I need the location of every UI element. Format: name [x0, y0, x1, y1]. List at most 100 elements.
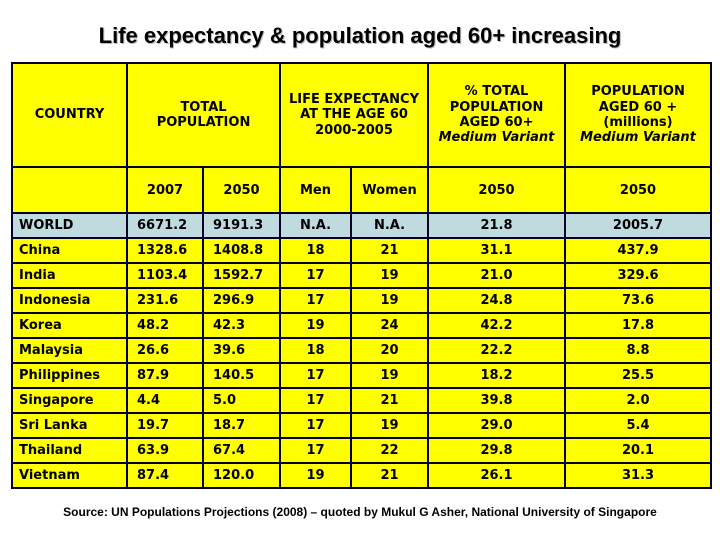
header-row-groups: COUNTRY TOTAL POPULATION LIFE EXPECTANCY…	[11, 62, 713, 168]
header-pct-total-population-label: % TOTAL POPULATION AGED 60+	[449, 84, 544, 130]
cell-pct-aged-60-2050: 29.0	[427, 412, 567, 439]
cell-population-aged-60-2050: 2.0	[564, 387, 713, 414]
data-table: COUNTRY TOTAL POPULATION LIFE EXPECTANCY…	[11, 62, 713, 489]
header-pct-total-population-variant: Medium Variant	[438, 130, 555, 146]
cell-population-aged-60-2050: 2005.7	[564, 212, 713, 239]
table-row: Sri Lanka 19.7 18.7 17 19 29.0 5.4	[11, 412, 713, 439]
table-row: Korea 48.2 42.3 19 24 42.2 17.8	[11, 312, 713, 339]
table-row: China 1328.6 1408.8 18 21 31.1 437.9	[11, 237, 713, 264]
cell-country: Singapore	[11, 387, 128, 414]
cell-pct-aged-60-2050: 29.8	[427, 437, 567, 464]
header-sub-women: Women	[350, 166, 430, 214]
cell-total-population-2050: 296.9	[201, 287, 282, 314]
cell-total-population-2050: 140.5	[201, 362, 282, 389]
cell-total-population-2050: 67.4	[201, 437, 282, 464]
cell-total-population-2050: 5.0	[201, 387, 282, 414]
table-row: Malaysia 26.6 39.6 18 20 22.2 8.8	[11, 337, 713, 364]
cell-life-expectancy-men: 17	[279, 262, 353, 289]
table-row: Philippines 87.9 140.5 17 19 18.2 25.5	[11, 362, 713, 389]
cell-population-aged-60-2050: 437.9	[564, 237, 713, 264]
cell-life-expectancy-women: 19	[350, 362, 430, 389]
cell-total-population-2007: 6671.2	[126, 212, 204, 239]
cell-country: Korea	[11, 312, 128, 339]
cell-total-population-2007: 231.6	[126, 287, 204, 314]
cell-life-expectancy-men: N.A.	[279, 212, 353, 239]
header-sub-2050-total: 2050	[201, 166, 282, 214]
table-row: Singapore 4.4 5.0 17 21 39.8 2.0	[11, 387, 713, 414]
cell-pct-aged-60-2050: 21.8	[427, 212, 567, 239]
header-sub-2050-pop: 2050	[564, 166, 713, 214]
cell-population-aged-60-2050: 329.6	[564, 262, 713, 289]
cell-total-population-2050: 9191.3	[201, 212, 282, 239]
cell-total-population-2007: 1328.6	[126, 237, 204, 264]
cell-country: WORLD	[11, 212, 128, 239]
header-country: COUNTRY	[11, 62, 128, 168]
cell-total-population-2007: 4.4	[126, 387, 204, 414]
slide-title: Life expectancy & population aged 60+ in…	[98, 23, 622, 48]
cell-country: Sri Lanka	[11, 412, 128, 439]
cell-life-expectancy-women: 19	[350, 412, 430, 439]
cell-population-aged-60-2050: 73.6	[564, 287, 713, 314]
table-header: COUNTRY TOTAL POPULATION LIFE EXPECTANCY…	[11, 62, 713, 214]
cell-life-expectancy-men: 17	[279, 387, 353, 414]
cell-life-expectancy-women: 24	[350, 312, 430, 339]
header-pct-total-population: % TOTAL POPULATION AGED 60+ Medium Varia…	[427, 62, 567, 168]
cell-total-population-2007: 48.2	[126, 312, 204, 339]
header-total-population: TOTAL POPULATION	[125, 62, 282, 168]
header-population-aged-60-variant: Medium Variant	[580, 130, 696, 146]
cell-life-expectancy-men: 17	[279, 287, 353, 314]
table-row: Thailand 63.9 67.4 17 22 29.8 20.1	[11, 437, 713, 464]
cell-total-population-2007: 1103.4	[126, 262, 204, 289]
cell-life-expectancy-men: 18	[279, 237, 353, 264]
cell-total-population-2007: 87.4	[126, 462, 204, 489]
source-note: Source: UN Populations Projections (2008…	[63, 505, 657, 519]
cell-population-aged-60-2050: 20.1	[564, 437, 713, 464]
cell-life-expectancy-women: 22	[350, 437, 430, 464]
cell-life-expectancy-men: 17	[279, 437, 353, 464]
table-row: Vietnam 87.4 120.0 19 21 26.1 31.3	[11, 462, 713, 489]
cell-total-population-2050: 39.6	[201, 337, 282, 364]
cell-total-population-2050: 42.3	[201, 312, 282, 339]
cell-country: India	[11, 262, 128, 289]
header-sub-2050-pct: 2050	[427, 166, 567, 214]
cell-life-expectancy-women: N.A.	[350, 212, 430, 239]
cell-life-expectancy-women: 19	[350, 287, 430, 314]
header-row-sub: 2007 2050 Men Women 2050 2050	[11, 166, 713, 214]
cell-population-aged-60-2050: 31.3	[564, 462, 713, 489]
cell-pct-aged-60-2050: 31.1	[427, 237, 567, 264]
header-life-expectancy: LIFE EXPECTANCY AT THE AGE 60 2000-2005	[279, 62, 430, 168]
cell-life-expectancy-men: 18	[279, 337, 353, 364]
cell-country: China	[11, 237, 128, 264]
cell-pct-aged-60-2050: 21.0	[427, 262, 567, 289]
cell-pct-aged-60-2050: 18.2	[427, 362, 567, 389]
cell-pct-aged-60-2050: 39.8	[427, 387, 567, 414]
table-row: WORLD 6671.2 9191.3 N.A. N.A. 21.8 2005.7	[11, 212, 713, 239]
cell-country: Thailand	[11, 437, 128, 464]
cell-total-population-2050: 1408.8	[201, 237, 282, 264]
cell-pct-aged-60-2050: 26.1	[427, 462, 567, 489]
cell-life-expectancy-women: 19	[350, 262, 430, 289]
header-sub-blank	[11, 166, 128, 214]
cell-pct-aged-60-2050: 42.2	[427, 312, 567, 339]
header-sub-2007: 2007	[126, 166, 204, 214]
cell-total-population-2050: 18.7	[201, 412, 282, 439]
cell-country: Indonesia	[11, 287, 128, 314]
table-body: WORLD 6671.2 9191.3 N.A. N.A. 21.8 2005.7 China…	[11, 212, 713, 489]
cell-total-population-2007: 87.9	[126, 362, 204, 389]
header-population-aged-60-unit: (millions)	[603, 115, 673, 130]
header-sub-men: Men	[279, 166, 353, 214]
cell-life-expectancy-women: 20	[350, 337, 430, 364]
header-population-aged-60-label: POPULATION AGED 60 +	[591, 84, 685, 115]
cell-country: Philippines	[11, 362, 128, 389]
cell-total-population-2007: 26.6	[126, 337, 204, 364]
cell-country: Malaysia	[11, 337, 128, 364]
cell-population-aged-60-2050: 8.8	[564, 337, 713, 364]
table-row: Indonesia 231.6 296.9 17 19 24.8 73.6	[11, 287, 713, 314]
cell-life-expectancy-women: 21	[350, 237, 430, 264]
cell-total-population-2007: 63.9	[126, 437, 204, 464]
cell-life-expectancy-men: 19	[279, 312, 353, 339]
cell-total-population-2007: 19.7	[126, 412, 204, 439]
cell-pct-aged-60-2050: 22.2	[427, 337, 567, 364]
cell-population-aged-60-2050: 25.5	[564, 362, 713, 389]
cell-life-expectancy-women: 21	[350, 462, 430, 489]
